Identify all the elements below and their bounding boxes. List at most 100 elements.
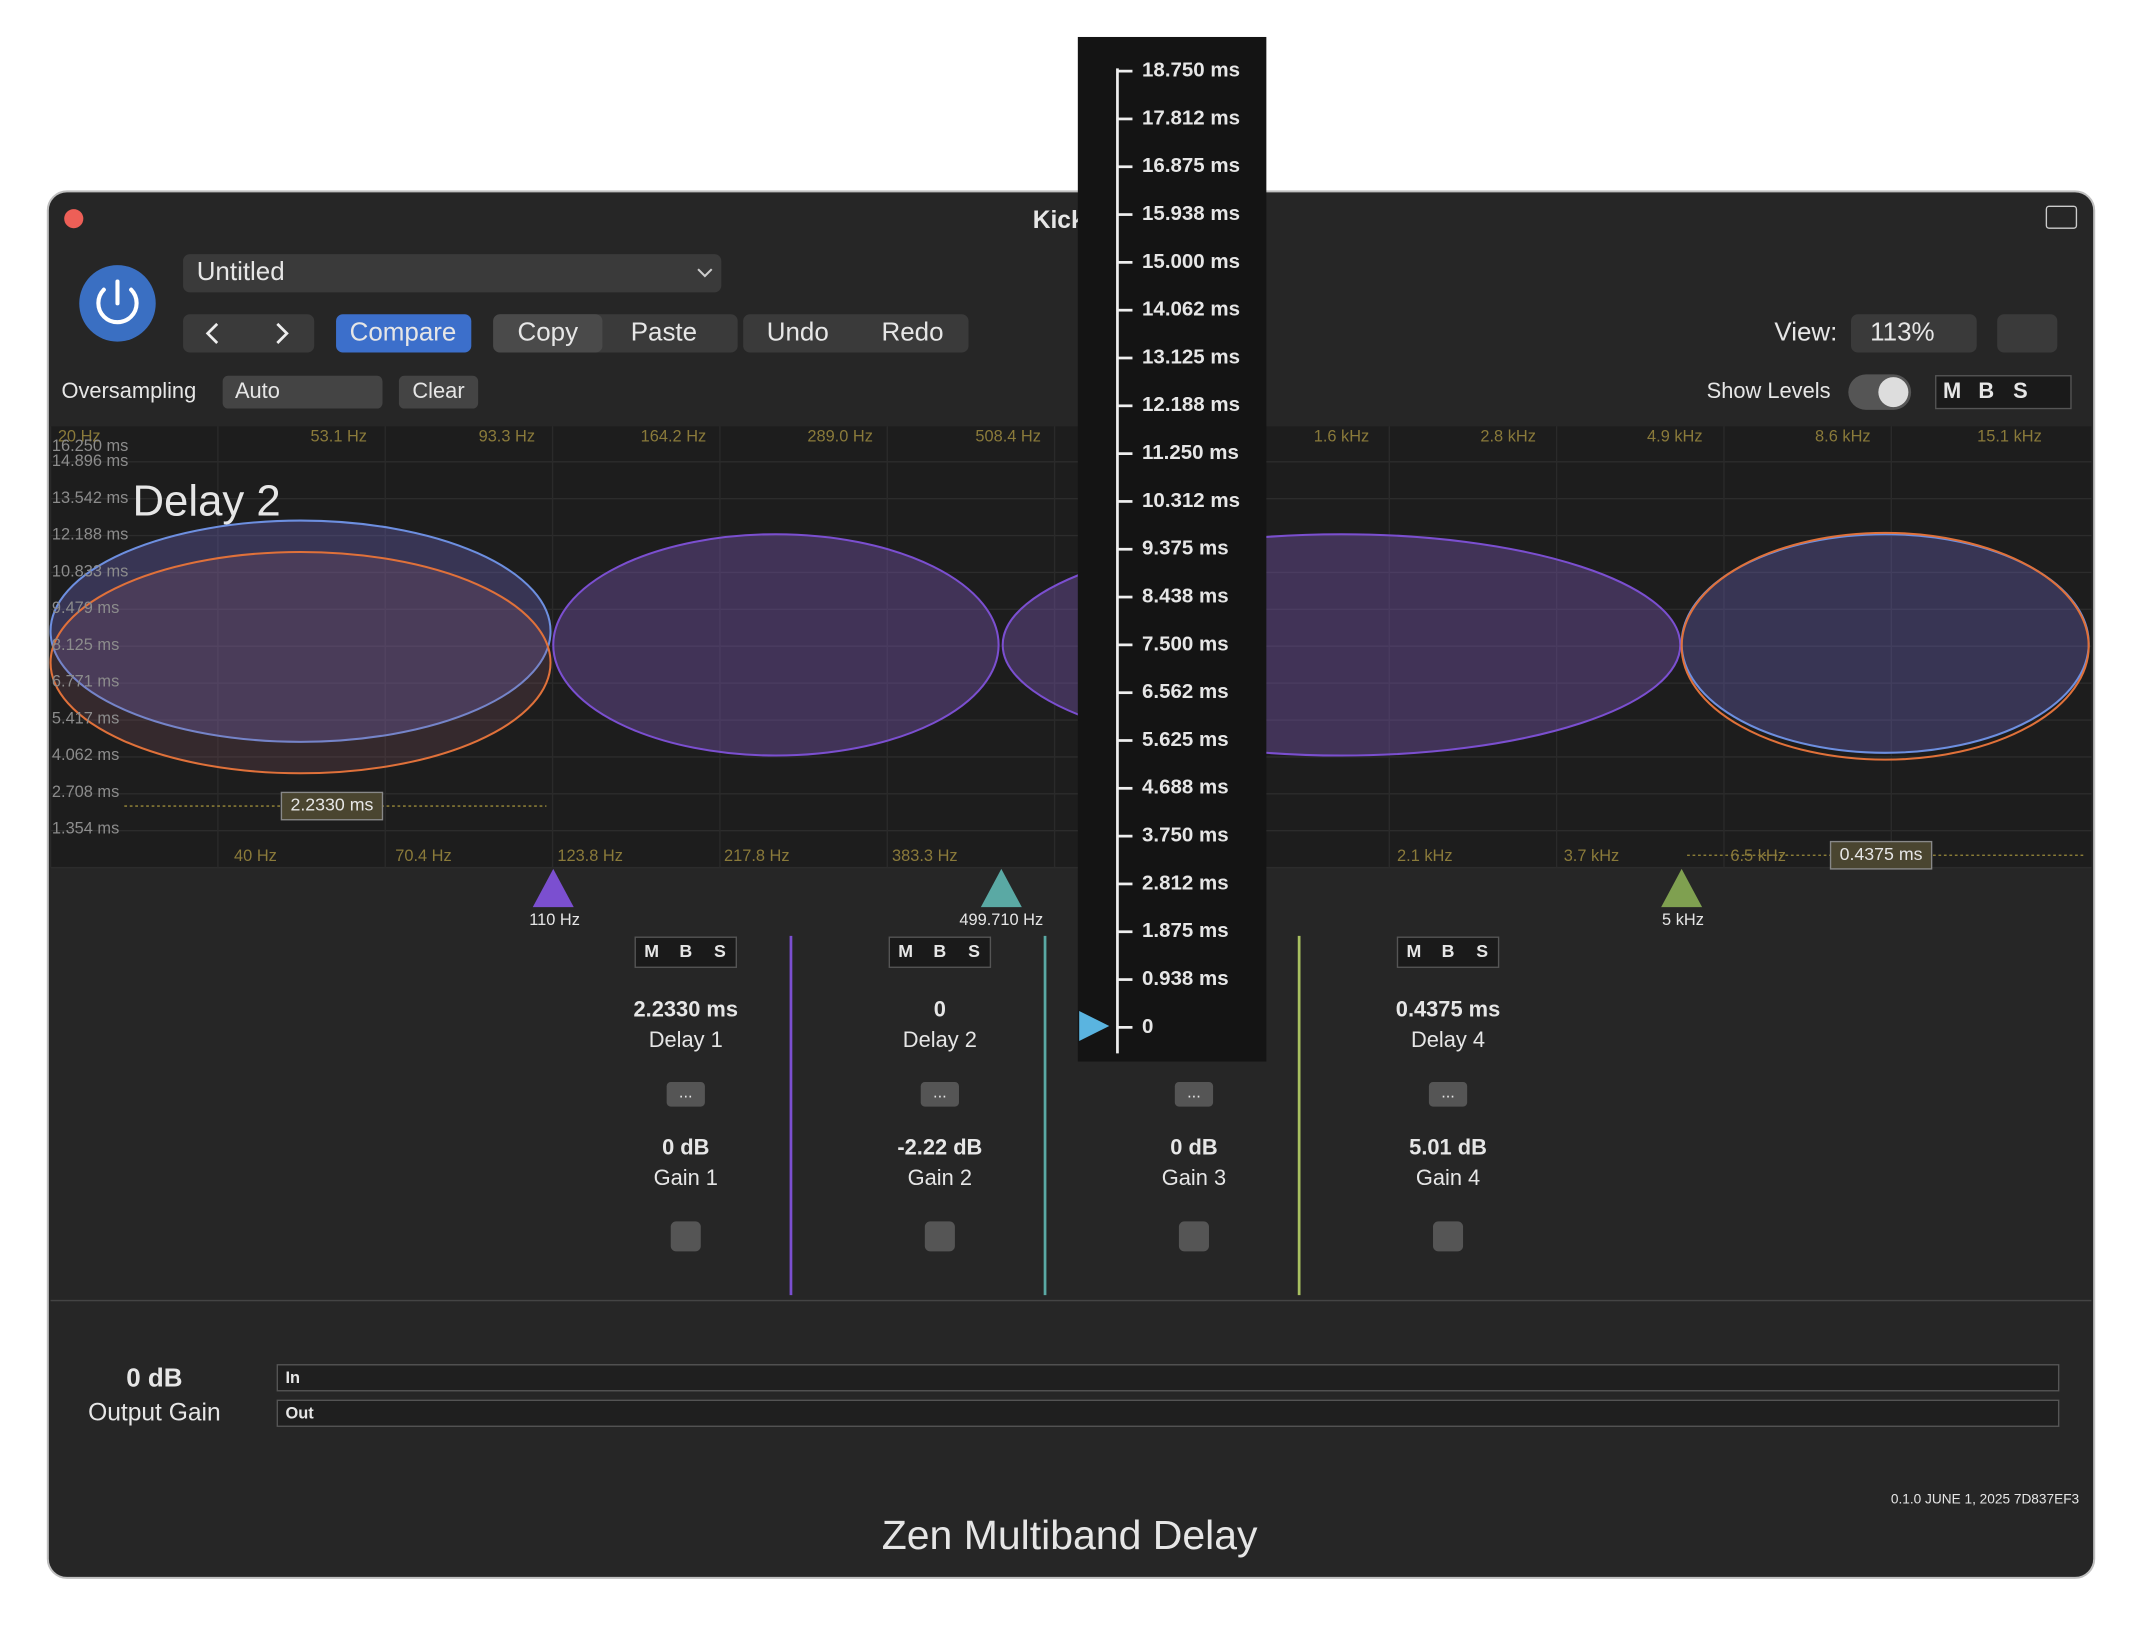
band-link-button[interactable] [670,1221,701,1252]
popup-pointer[interactable] [1079,1010,1110,1042]
ms-label: 2.708 ms [52,783,119,801]
freq-label: 2.8 kHz [1480,428,1536,446]
solo-button[interactable]: S [2013,378,2028,403]
freq-label: 20 Hz [58,428,101,446]
popup-scale-label: 6.562 ms [1142,680,1229,703]
band-link-button[interactable] [1178,1221,1209,1252]
popup-scale-label: 2.812 ms [1142,871,1229,894]
band-gain-value[interactable]: -2.22 dB [897,1135,982,1160]
band-delay-value[interactable]: 2.2330 ms [634,997,738,1022]
solo-button[interactable]: B [1978,378,1994,403]
crossover-label: 110 Hz [529,911,580,929]
band-gain-name: Gain 4 [1416,1165,1480,1190]
popup-scale-label: 5.625 ms [1142,728,1229,751]
popup-scale-label: 16.875 ms [1142,154,1240,177]
delay1-marker: 2.2330 ms [291,795,374,815]
clear-button[interactable] [398,375,479,409]
band-gain-value[interactable]: 0 dB [662,1135,709,1160]
compare-button[interactable] [336,314,472,353]
oversampling-label: Oversampling [61,378,196,403]
crossover-handle[interactable] [980,868,1022,908]
band-solo-button[interactable]: B [1442,941,1455,961]
copy-button[interactable] [493,314,603,353]
band-gain-name: Gain 3 [1162,1165,1226,1190]
band-solo-button[interactable]: M [1406,941,1421,961]
undo-label[interactable]: Undo [767,318,829,346]
band-link-button[interactable] [1433,1221,1464,1252]
band-more-button[interactable] [666,1082,705,1107]
preset-name: Untitled [197,258,285,286]
band-more-button[interactable] [1174,1082,1214,1107]
crossover-handle[interactable] [1661,868,1703,908]
freq-label: 4.9 kHz [1647,428,1703,446]
ms-label: 1.354 ms [52,820,119,838]
band-solo-button[interactable]: B [679,941,692,961]
band-delay-name: Delay 1 [649,1027,723,1052]
share-button[interactable] [2045,205,2078,229]
band-solo-button[interactable]: S [968,941,980,961]
band-solo-button[interactable]: M [898,941,913,961]
band-more-button[interactable] [920,1082,959,1107]
popup-scale-label: 13.125 ms [1142,345,1240,368]
band-gain-value[interactable]: 5.01 dB [1409,1135,1487,1160]
band-solo-button[interactable]: M [644,941,659,961]
meter-in-label: In [286,1369,301,1387]
link-button[interactable] [1997,314,2058,353]
preset-dropdown[interactable] [183,254,722,293]
band-solo-button[interactable]: S [714,941,726,961]
band-more-label: ... [1187,1083,1201,1101]
freq-label: 217.8 Hz [724,847,790,865]
solo-button[interactable]: M [1943,378,1961,403]
band-delay-value[interactable]: 0.4375 ms [1396,997,1500,1022]
delay-popup [1077,36,1267,1062]
graph-overlay-title: Delay 2 [133,477,281,526]
product-name: Zen Multiband Delay [882,1512,1258,1558]
freq-label: 40 Hz [234,847,277,865]
band-solo-button[interactable]: S [1476,941,1488,961]
view-label: View: [1774,318,1837,346]
popup-scale-label: 10.312 ms [1142,489,1240,512]
band-gain-value[interactable]: 0 dB [1170,1135,1217,1160]
popup-scale-label: 8.438 ms [1142,584,1229,607]
band-solo-box [634,936,737,968]
freq-label: 383.3 Hz [892,847,958,865]
popup-scale-label: 7.500 ms [1142,632,1229,655]
freq-label: 15.1 kHz [1977,428,2042,446]
ms-label: 9.479 ms [52,599,119,617]
meter-in [276,1364,2060,1392]
band-solo-button[interactable]: B [933,941,946,961]
popup-scale-label: 12.188 ms [1142,393,1240,416]
ms-label: 13.542 ms [52,489,128,507]
popup-scale-label: 0.938 ms [1142,967,1229,990]
freq-label: 164.2 Hz [641,428,707,446]
undo-redo-group [743,314,969,353]
view-stepper[interactable] [1851,314,1977,353]
crossover-handle[interactable] [532,868,574,908]
popup-scale-label: 3.750 ms [1142,824,1229,847]
popup-scale-label: 1.875 ms [1142,919,1229,942]
copy-label: Copy [518,318,579,346]
crossover-label: 499.710 Hz [959,911,1043,929]
popup-scale-label: 14.062 ms [1142,298,1240,321]
delay4-marker: 0.4375 ms [1840,844,1923,864]
popup-scale-label: 0 [1142,1015,1153,1038]
compare-label: Compare [350,318,457,346]
freq-label: 508.4 Hz [975,428,1041,446]
band-link-button[interactable] [924,1221,955,1252]
ms-label: 12.188 ms [52,526,128,544]
band-more-button[interactable] [1428,1082,1468,1107]
ms-label: 8.125 ms [52,636,119,654]
freq-label: 93.3 Hz [479,428,535,446]
nav-buttons[interactable] [183,314,315,353]
ms-label: 16.250 ms [52,437,128,455]
freq-label: 53.1 Hz [311,428,367,446]
oversampling-dropdown[interactable] [222,375,383,409]
view-value: 113% [1870,318,1934,346]
popup-scale-label: 15.938 ms [1142,202,1240,225]
band-delay-value[interactable]: 0 [934,997,946,1022]
redo-label[interactable]: Redo [882,318,944,346]
ms-label: 4.062 ms [52,746,119,764]
global-solo-box [1935,375,2072,410]
close-button[interactable] [64,209,84,229]
paste-label[interactable]: Paste [631,318,697,346]
